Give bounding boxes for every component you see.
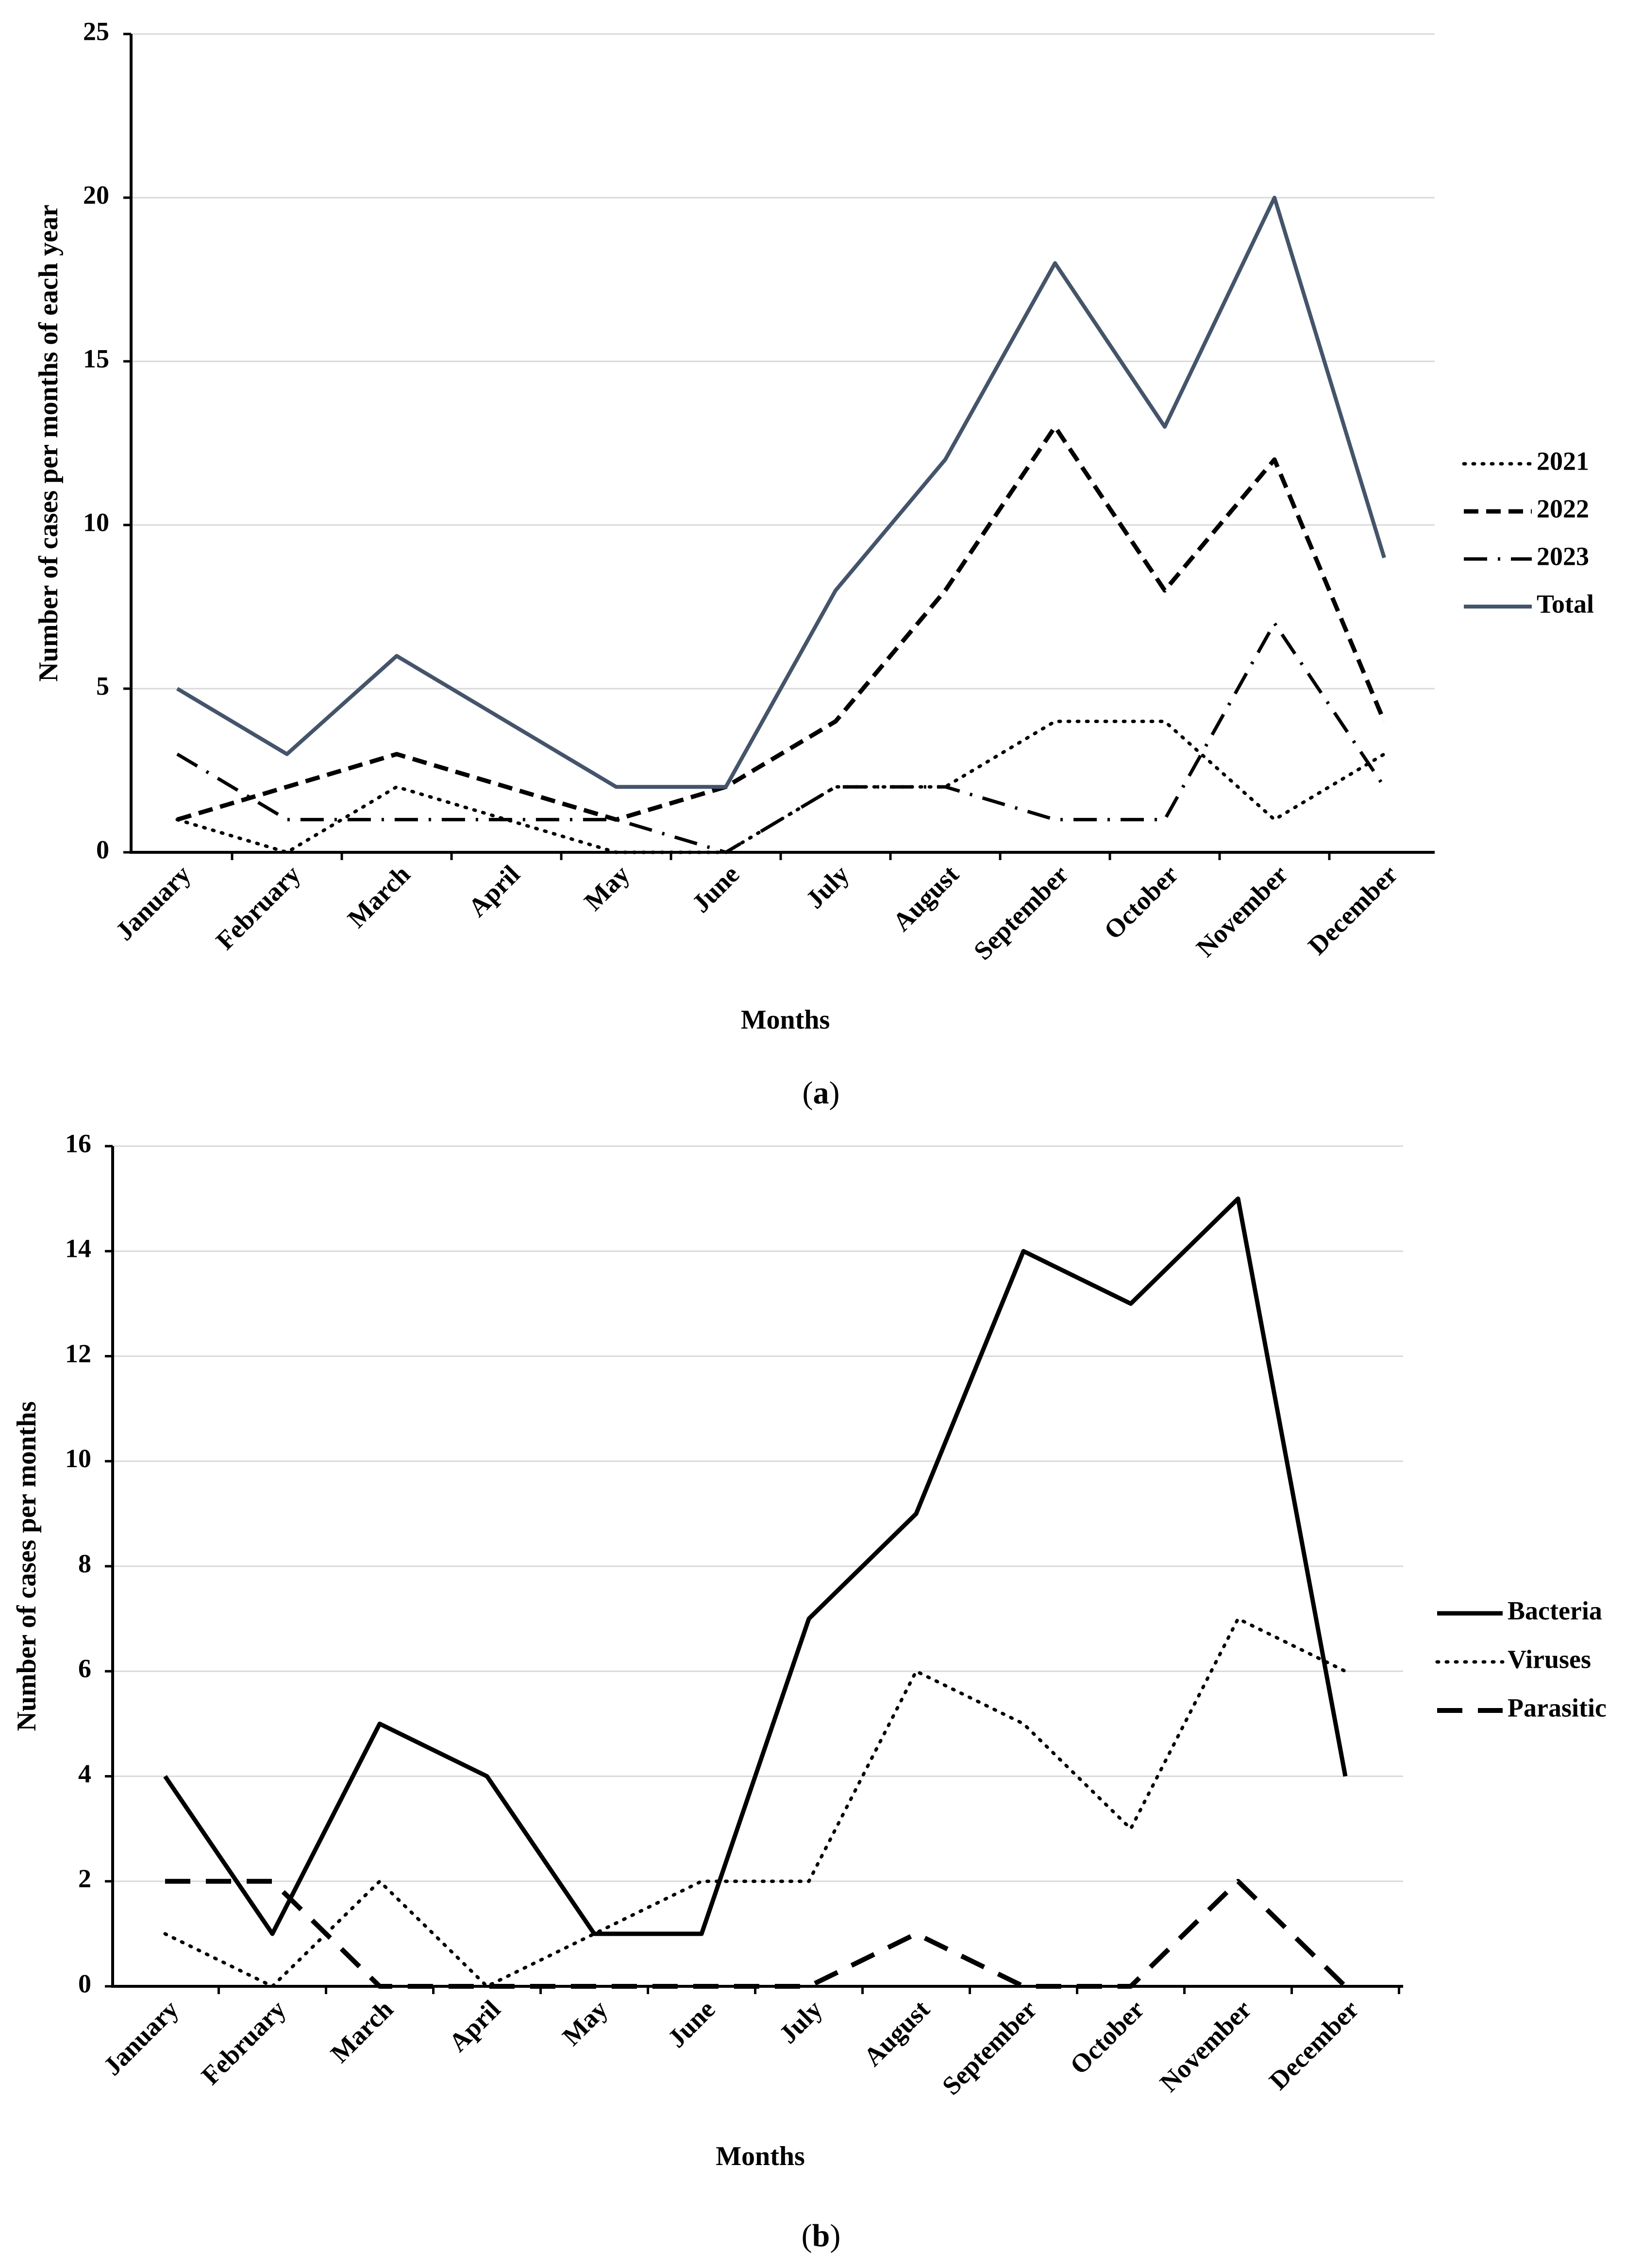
legend-label-parasitic: Parasitic <box>1508 1693 1607 1722</box>
x-axis-title: Months <box>716 2141 805 2171</box>
y-tick-label: 2 <box>78 1864 91 1893</box>
x-tick-label-february: February <box>196 1995 291 2090</box>
x-tick-label-july: July <box>773 1995 828 2049</box>
x-tick-label-november: November <box>1190 860 1293 963</box>
x-tick-label-january: January <box>110 860 196 946</box>
x-tick-label-october: October <box>1064 1995 1150 2080</box>
series-line-parasitic <box>165 1879 1347 1989</box>
y-tick-label: 8 <box>78 1549 91 1578</box>
y-tick-label: 20 <box>83 180 109 209</box>
x-tick-label-august: August <box>858 1995 935 2072</box>
x-tick-label-march: March <box>325 1995 399 2068</box>
x-tick-label-july: July <box>800 860 855 914</box>
y-tick-label: 12 <box>65 1339 91 1368</box>
legend-label-viruses: Viruses <box>1508 1644 1591 1674</box>
y-axis-title: Number of cases per months of each year <box>34 204 64 681</box>
x-tick-label-may: May <box>579 860 636 916</box>
legend-label-2021: 2021 <box>1537 446 1589 475</box>
x-tick-label-august: August <box>887 860 964 937</box>
x-tick-label-december: December <box>1263 1995 1364 2096</box>
y-tick-label: 0 <box>96 835 109 864</box>
panel-a-line-chart: 0 5 10 15 20 25 January February March April May Ju… <box>34 17 1594 1111</box>
series-line-2021 <box>175 719 1386 854</box>
series-line-total <box>176 196 1386 789</box>
x-axis-title: Months <box>741 1005 830 1035</box>
legend-label-2023: 2023 <box>1537 542 1589 571</box>
x-tick-label-april: April <box>443 1995 506 2057</box>
y-tick-label: 4 <box>78 1759 91 1788</box>
y-tick-label: 10 <box>83 508 109 537</box>
y-tick-label: 25 <box>83 17 109 46</box>
y-tick-label: 16 <box>65 1129 91 1158</box>
x-tick-label-april: April <box>463 860 525 922</box>
series-line-2022 <box>176 424 1387 822</box>
y-tick-label: 14 <box>65 1234 91 1263</box>
x-tick-label-september: September <box>937 1995 1042 2100</box>
x-tick-label-june: June <box>686 860 745 918</box>
series-line-viruses <box>163 1617 1347 1988</box>
x-tick-label-december: December <box>1302 860 1403 961</box>
y-tick-label: 0 <box>78 1969 91 1998</box>
y-tick-label: 5 <box>96 671 109 700</box>
y-tick-label: 10 <box>65 1444 91 1473</box>
y-tick-label: 6 <box>78 1654 91 1683</box>
series-line-bacteria <box>163 1196 1348 1936</box>
panel-caption: (a) <box>803 1075 840 1111</box>
x-tick-label-march: March <box>342 860 416 933</box>
legend-label-2022: 2022 <box>1537 494 1589 523</box>
x-tick-label-may: May <box>557 1995 614 2051</box>
panel-b-line-chart: 0 2 4 6 8 10 12 14 16 January February March April Ma… <box>12 1129 1607 2253</box>
y-axis-title: Number of cases per months <box>12 1401 42 1731</box>
x-tick-label-november: November <box>1154 1995 1257 2098</box>
panel-caption: (b) <box>802 2218 841 2253</box>
series-line-2023 <box>176 621 1386 854</box>
y-tick-label: 15 <box>83 344 109 373</box>
x-tick-label-september: September <box>968 860 1074 965</box>
legend-label-bacteria: Bacteria <box>1508 1596 1602 1625</box>
x-tick-label-october: October <box>1098 860 1184 945</box>
x-tick-label-january: January <box>98 1995 184 2081</box>
x-tick-label-june: June <box>662 1995 720 2053</box>
x-tick-label-february: February <box>210 860 306 955</box>
legend-label-total: Total <box>1537 589 1594 618</box>
